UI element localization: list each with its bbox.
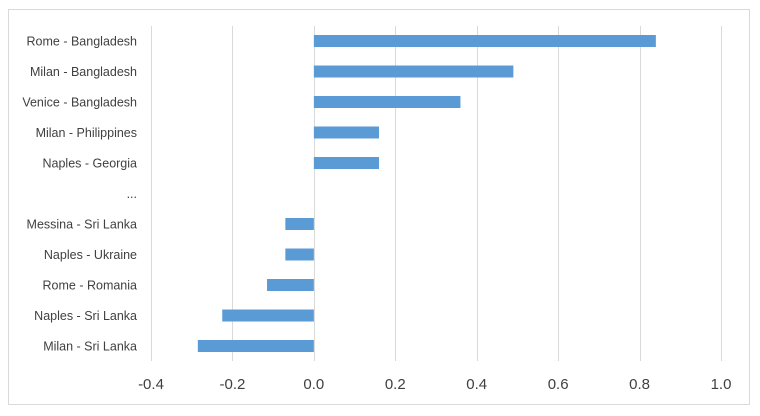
category-label: Milan - Sri Lanka <box>43 340 137 354</box>
x-tick-label: 0.8 <box>629 376 650 393</box>
grid-layer <box>151 26 722 361</box>
bar <box>313 35 656 47</box>
bar <box>313 157 379 169</box>
category-label: Venice - Bangladesh <box>22 96 137 110</box>
bar <box>313 65 514 78</box>
category-labels: Rome - Bangladesh Milan - Bangladesh Venic… <box>22 35 137 354</box>
bar <box>197 340 314 352</box>
bar <box>313 126 379 139</box>
x-tick-labels: -0.4 -0.2 0.0 0.2 0.4 0.6 0.8 1.0 <box>138 376 731 393</box>
x-tick-label: 0.2 <box>385 376 406 393</box>
bar <box>285 218 314 230</box>
category-label: Naples - Sri Lanka <box>34 309 137 323</box>
bar <box>313 96 461 108</box>
x-tick-label: 0.6 <box>548 376 569 393</box>
category-label: Milan - Philippines <box>36 126 137 140</box>
category-label: ... <box>127 187 137 201</box>
category-label: Messina - Sri Lanka <box>27 218 138 232</box>
x-tick-label: -0.2 <box>219 376 245 393</box>
x-tick-label: 0.4 <box>466 376 487 393</box>
bar <box>267 279 314 291</box>
bar <box>285 248 314 261</box>
category-label: Naples - Ukraine <box>44 248 137 262</box>
bar <box>222 309 314 322</box>
category-label: Milan - Bangladesh <box>30 65 137 79</box>
category-label: Rome - Bangladesh <box>27 35 138 49</box>
category-label: Rome - Romania <box>43 279 138 293</box>
x-tick-label: -0.4 <box>138 376 164 393</box>
x-tick-label: 0.0 <box>303 376 324 393</box>
x-tick-label: 1.0 <box>711 376 732 393</box>
category-label: Naples - Georgia <box>43 157 138 171</box>
bar-layer <box>197 35 656 352</box>
